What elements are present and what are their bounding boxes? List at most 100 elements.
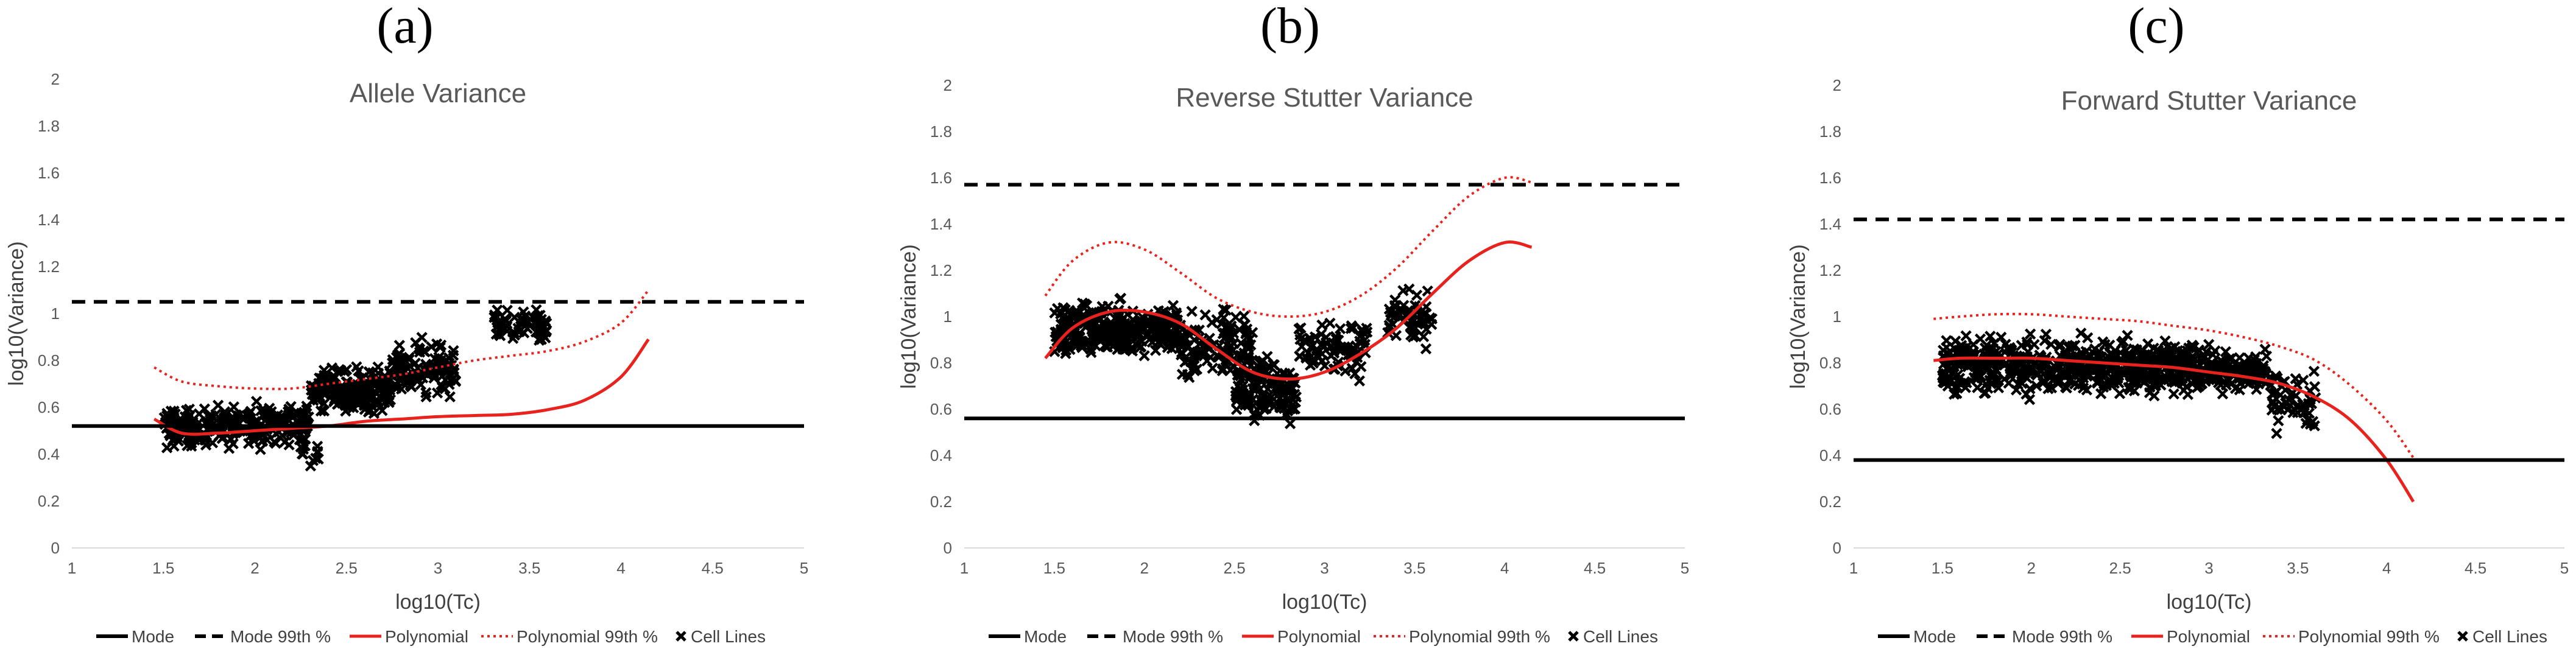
cell-line-point — [2131, 347, 2142, 359]
cell-line-point — [1150, 333, 1162, 345]
x-tick-label: 3.5 — [1403, 559, 1425, 577]
cell-line-point — [2025, 364, 2038, 376]
cell-line-point — [168, 440, 180, 452]
y-tick-label: 1.4 — [930, 215, 952, 233]
x-tick-label: 2 — [1140, 559, 1149, 577]
y-tick-label: 0.2 — [1819, 493, 1841, 511]
x-tick-label: 2.5 — [1224, 559, 1246, 577]
cell-line-point — [2193, 344, 2205, 356]
cell-line-point — [1230, 390, 1241, 402]
cell-line-point — [2300, 418, 2312, 429]
cell-line-point — [1339, 365, 1351, 377]
legend-swatch-cell-lines — [1568, 631, 1579, 642]
cell-line-point — [2024, 328, 2036, 340]
x-tick-label: 1.5 — [1932, 559, 1953, 577]
cell-line-point — [2063, 342, 2075, 354]
cell-line-point — [2207, 358, 2218, 370]
x-tick-label: 1 — [68, 559, 76, 577]
cell-line-point — [414, 343, 426, 355]
y-tick-label: 0.4 — [38, 445, 60, 463]
cell-line-point — [1114, 336, 1126, 348]
cell-line-point — [2298, 374, 2309, 386]
legend-swatch-cell-lines — [676, 631, 686, 642]
cell-line-point — [1246, 327, 1258, 339]
cell-line-point — [1302, 347, 1314, 359]
cell-line-point — [2016, 340, 2027, 351]
cell-line-point — [297, 448, 309, 460]
legend-entry-label: Cell Lines — [1583, 627, 1658, 646]
cell-line-point — [312, 447, 323, 458]
x-tick-label: 1.5 — [152, 559, 174, 577]
cell-line-point — [1121, 332, 1133, 344]
cell-line-point — [2075, 328, 2087, 339]
cell-line-point — [328, 396, 340, 408]
chart-panel-c: (c) Forward Stutter Variance 1 1.5 2 2.5 3 3.5 4… — [1787, 0, 2569, 646]
cell-line-point — [1356, 324, 1368, 335]
cell-line-point — [1186, 306, 1198, 317]
cell-line-point — [285, 427, 297, 438]
cell-line-point — [2207, 349, 2219, 360]
y-tick-label: 0.6 — [38, 398, 60, 416]
cell-line-point — [1258, 404, 1270, 415]
cell-line-point — [199, 403, 211, 415]
cell-line-point — [500, 315, 512, 327]
cell-line-point — [2270, 370, 2282, 382]
cell-line-point — [372, 361, 384, 373]
cell-line-point — [2039, 335, 2050, 346]
cell-line-point — [2290, 373, 2301, 385]
cell-line-point — [1274, 401, 1286, 413]
cell-line-point — [532, 318, 544, 330]
cell-line-point — [1135, 341, 1147, 353]
cell-line-point — [1249, 408, 1260, 419]
cell-line-point — [2292, 399, 2304, 411]
legend-entry-label: Polynomial — [2167, 627, 2250, 646]
cell-line-point — [1349, 368, 1361, 380]
cell-line-point — [364, 405, 376, 416]
cell-line-point — [210, 409, 222, 420]
cell-line-point — [1294, 334, 1306, 345]
polynomial-line — [153, 338, 650, 436]
cell-line-point — [2095, 388, 2107, 399]
cell-line-point — [2273, 415, 2284, 427]
cell-line-point — [1982, 382, 1994, 394]
cell-line-point — [1158, 306, 1170, 317]
cell-line-point — [1213, 351, 1225, 363]
cell-line-point — [2028, 339, 2040, 351]
cell-line-point — [250, 396, 263, 407]
y-tick-label: 0 — [51, 539, 60, 557]
cell-line-point — [1254, 357, 1265, 369]
cell-line-point — [1397, 285, 1409, 296]
legend-entry-label: Polynomial 99th % — [517, 627, 658, 646]
cell-line-point — [1974, 333, 1986, 345]
y-tick-label: 2 — [1833, 76, 1841, 94]
x-tick-label: 2.5 — [2109, 559, 2131, 577]
cell-line-point — [406, 373, 418, 385]
y-tick-label: 1 — [1833, 307, 1841, 326]
cell-line-point — [2156, 353, 2167, 365]
cell-line-point — [1992, 382, 2005, 394]
cell-line-point — [1330, 331, 1342, 343]
cell-line-point — [1064, 343, 1076, 356]
x-tick-label: 5 — [800, 559, 808, 577]
cell-line-point — [2024, 383, 2036, 395]
legend: Mode Mode 99th % Polynomial Polynomial 99th… — [96, 627, 766, 646]
cell-line-point — [2088, 348, 2100, 359]
y-tick-label: 0.8 — [930, 354, 952, 372]
cell-line-point — [2045, 339, 2057, 350]
cell-line-point — [299, 440, 311, 452]
cell-line-point — [1941, 335, 1952, 346]
cell-line-point — [2128, 385, 2140, 397]
cell-line-point — [2097, 336, 2109, 348]
cell-line-point — [1954, 358, 1966, 370]
y-tick-label: 1.8 — [38, 117, 60, 135]
polynomial-line — [1044, 240, 1533, 381]
cell-line-point — [1316, 355, 1328, 367]
cell-line-point — [291, 416, 303, 427]
cell-line-point — [1176, 368, 1188, 380]
cell-line-point — [312, 387, 324, 399]
cell-line-point — [2271, 386, 2282, 398]
cell-line-point — [431, 387, 443, 399]
cell-line-point — [2156, 373, 2168, 385]
cell-line-point — [2284, 399, 2296, 411]
legend-entry-label: Cell Lines — [2472, 627, 2547, 646]
